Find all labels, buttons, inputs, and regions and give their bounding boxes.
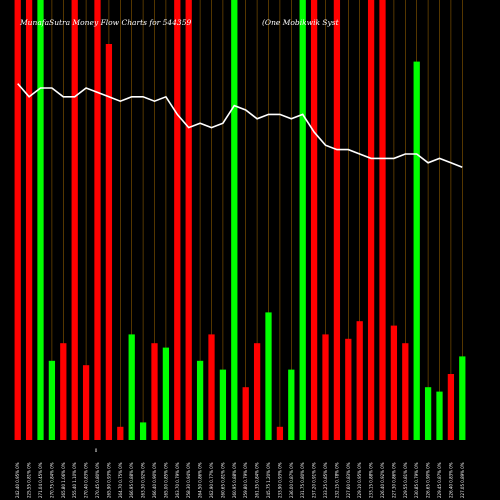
chart-title: MunafaSutra Money Flow Charts for 544359 (19, 18, 191, 27)
x-tick-label: 225.55 0.81% 0% (27, 462, 32, 498)
bar (436, 391, 443, 440)
bar (139, 422, 147, 440)
x-tick-label: 259.80 0.79% 0% (243, 462, 248, 498)
x-tick-labels: 242.40 0.95% 0% 225.55 0.81% 0% 271.04 0.4… (15, 462, 465, 498)
bar (333, 0, 341, 440)
x-tick-label: 231.75 0.80% 0% (300, 462, 305, 498)
x-tick-label: 227.60 0.83% 0% (346, 462, 351, 498)
x-tick-label: 226.65 0.90% 0% (426, 462, 431, 498)
x-tick-label: 227.05 0.89% 0% (460, 462, 465, 498)
bar (14, 0, 21, 440)
bar (208, 334, 215, 440)
bar (117, 426, 124, 440)
x-tick-label: 233.25 0.85% 0% (323, 462, 328, 498)
bar (367, 0, 375, 440)
bar (402, 343, 409, 440)
bar (231, 0, 238, 440)
x-tick-label: 262.90 0.77% 0% (209, 462, 214, 498)
x-tick-label: 258.30 0.94% 0% (186, 462, 191, 498)
bar (276, 426, 284, 440)
bar (185, 0, 192, 440)
money-flow-line (17, 83, 463, 168)
x-tick-label: 229.10 0.95% 0% (357, 462, 362, 498)
x-tick-label: 266.40 0.90% 0% (152, 462, 157, 498)
bar (459, 356, 466, 440)
bars (14, 0, 466, 440)
x-tick-label: 264.50 0.86% 0% (198, 462, 203, 498)
bar (390, 325, 398, 440)
x-tick-label: 230.85 0.79% 0% (414, 462, 419, 498)
bar (196, 360, 204, 440)
x-tick-label: 227.30 0.86% 0% (391, 462, 396, 498)
x-tick-label: 264.70 0.75% 0% (118, 462, 123, 498)
bar (128, 334, 135, 440)
bar (60, 343, 67, 440)
bar (253, 343, 261, 440)
x-tick-label: 270.75 0.84% 0% (49, 462, 54, 498)
x-tick-label: 237.20 0.91% 0% (312, 462, 317, 498)
bar (379, 0, 386, 440)
bar (162, 347, 170, 440)
bar (447, 374, 455, 440)
bar (82, 365, 90, 440)
x-tick-label: 232.15 0.78% 0% (334, 462, 339, 498)
bar (265, 312, 272, 440)
x-tick-label: 270.40 0.83% 0% (84, 462, 89, 498)
x-tick-label: 226.40 0.83% 0% (448, 462, 453, 498)
x-tick-label: 226.40 0.92% 0% (380, 462, 385, 498)
bar (37, 0, 44, 440)
x-tick-label: 265.00 0.85% 0% (163, 462, 168, 498)
bar (424, 387, 432, 440)
x-tick-label: 270.45 0.80% 0% (95, 462, 100, 498)
bar (94, 0, 101, 440)
x-tick-label: 236.00 0.87% 0% (289, 462, 294, 498)
x-tick-label: 242.40 0.95% 0% (15, 462, 20, 498)
zero-label: 0 (95, 448, 98, 453)
bar (48, 360, 56, 440)
x-tick-label: 265.80 1.06% 0% (61, 462, 66, 498)
bar (413, 61, 420, 440)
x-tick-label: 266.95 0.88% 0% (129, 462, 134, 498)
bar (322, 334, 329, 440)
x-tick-label: 233.90 0.93% 0% (277, 462, 282, 498)
bar (242, 387, 249, 440)
bar (151, 343, 158, 440)
x-tick-label: 233.15 0.88% 0% (369, 462, 374, 498)
bar (105, 44, 113, 440)
bar (299, 0, 306, 440)
x-tick-label: 245.75 1.20% 0% (266, 462, 271, 498)
x-tick-label: 260.95 0.88% 0% (232, 462, 237, 498)
bar (345, 338, 352, 440)
x-tick-label: 261.35 0.84% 0% (255, 462, 260, 498)
x-tick-label: 263.30 0.92% 0% (141, 462, 146, 498)
x-tick-label: 263.70 0.79% 0% (175, 462, 180, 498)
bar (25, 0, 33, 440)
x-tick-label: 255.40 1.10% 0% (72, 462, 77, 498)
bar (288, 369, 295, 440)
bar (174, 0, 181, 440)
bar (356, 321, 363, 440)
x-tick-label: 260.65 0.81% 0% (220, 462, 225, 498)
x-tick-label: 265.90 0.93% 0% (106, 462, 111, 498)
bar (71, 0, 78, 440)
x-tick-label: 229.45 0.87% 0% (437, 462, 442, 498)
x-tick-label: 229.55 0.81% 0% (403, 462, 408, 498)
bar (310, 0, 318, 440)
x-tick-label: 271.04 0.45% 0% (38, 462, 43, 498)
chart-subtitle: (One Mobikwik Syst (262, 18, 340, 27)
bar (219, 369, 227, 440)
